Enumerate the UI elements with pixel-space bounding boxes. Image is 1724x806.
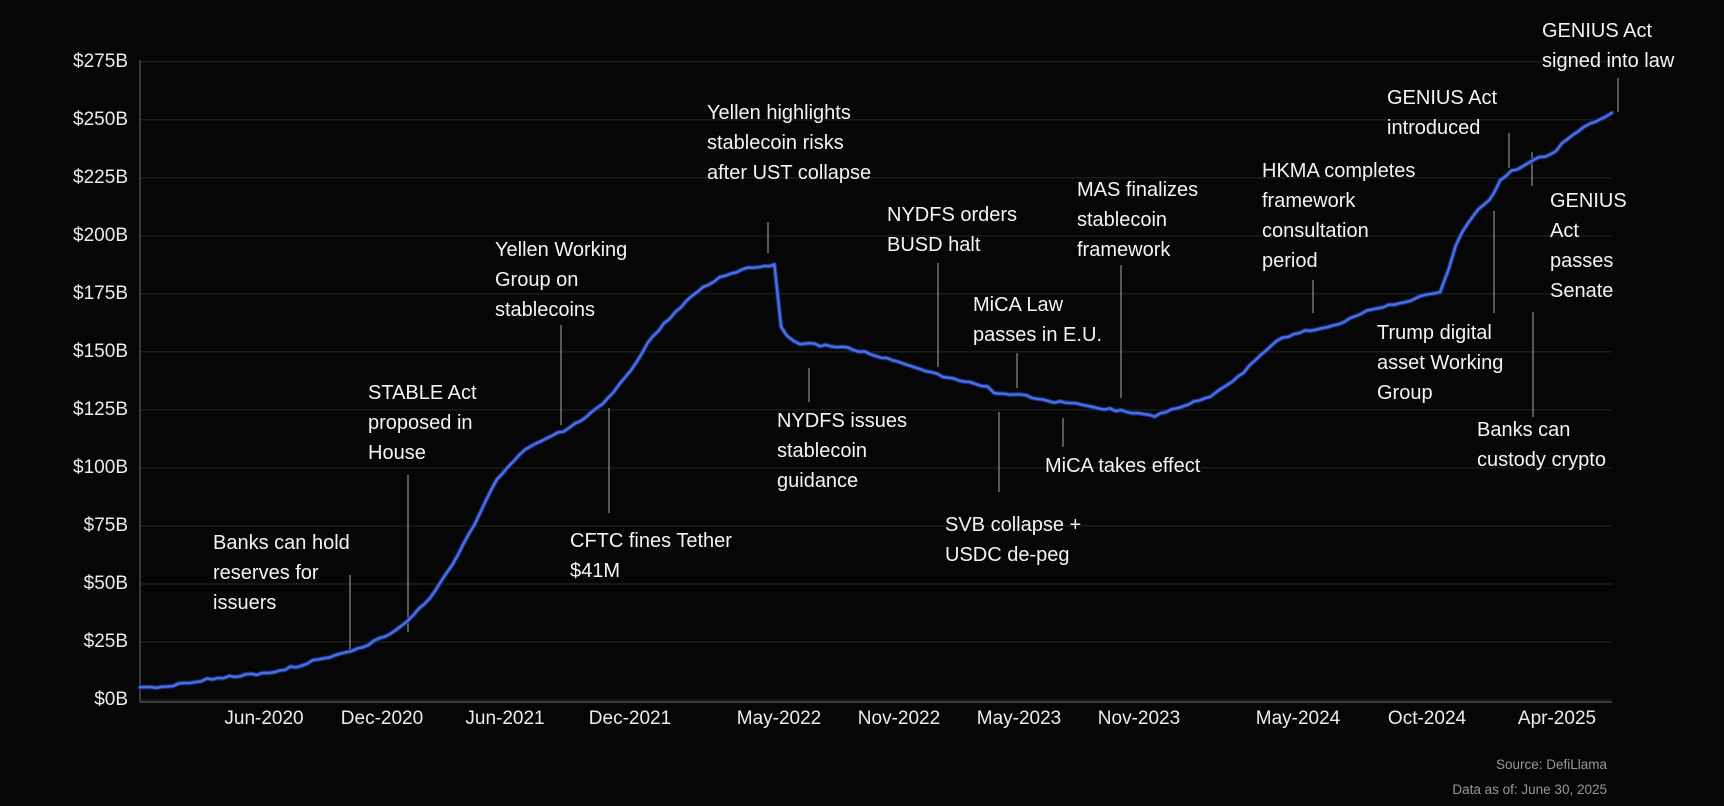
x-tick-label: Nov-2023	[1097, 708, 1181, 729]
axes	[139, 60, 1612, 703]
annotation-text-line: NYDFS orders	[887, 204, 1018, 226]
x-tick-label: Nov-2022	[857, 708, 941, 729]
annotation-yellen-ust-collapse: Yellen highlights stablecoin risks after U…	[707, 98, 871, 188]
annotation-banks-custody-crypto: Banks can custody crypto	[1477, 415, 1606, 475]
annotation-text-line: guidance	[777, 470, 859, 492]
y-tick-label: $50B	[83, 572, 128, 594]
annotation-nydfs-busd-halt: NYDFS orders BUSD halt	[887, 200, 1017, 260]
annotation-text-line: stablecoin risks	[707, 132, 844, 154]
annotation-text-line: stablecoin	[1077, 209, 1168, 231]
annotation-text-line: HKMA completes	[1262, 160, 1416, 182]
annotation-genius-signed: GENIUS Act signed into law	[1542, 16, 1674, 76]
x-tick-label: May-2024	[1255, 708, 1341, 729]
annotation-text-line: Banks can hold	[213, 532, 350, 554]
y-tick-label: $100B	[73, 456, 128, 478]
annotation-yellen-working-group: Yellen Working Group on stablecoins	[495, 235, 627, 325]
y-tick-label: $150B	[73, 340, 128, 362]
y-tick-label: $250B	[73, 108, 128, 130]
y-tick-label: $25B	[83, 630, 128, 652]
annotation-text-line: passes	[1550, 250, 1614, 272]
annotation-text-line: GENIUS Act	[1542, 20, 1653, 42]
as-of-label: Data as of: June 30, 2025	[1452, 782, 1607, 797]
y-tick-label: $225B	[73, 166, 128, 188]
x-tick-label: Oct-2024	[1387, 708, 1467, 729]
annotation-text-line: period	[1262, 250, 1318, 272]
x-tick-label: Dec-2020	[340, 708, 424, 729]
annotation-text-line: BUSD halt	[887, 234, 981, 256]
annotation-text-line: Group on	[495, 269, 579, 291]
annotation-mica-takes-effect: MiCA takes effect	[1045, 451, 1200, 481]
chart-footer: Source: DefiLlama Data as of: June 30, 2…	[1452, 752, 1607, 802]
annotation-text-line: Yellen highlights	[707, 102, 851, 124]
source-label: Source: DefiLlama	[1495, 757, 1607, 772]
annotation-text-line: $41M	[570, 560, 621, 582]
annotation-text-line: USDC de-peg	[945, 544, 1070, 566]
annotation-text-line: GENIUS	[1550, 190, 1627, 212]
annotation-text-line: MiCA Law	[973, 294, 1064, 316]
x-tick-label: Jun-2020	[224, 708, 304, 729]
annotation-text-line: Yellen Working	[495, 239, 628, 261]
annotation-text-line: MiCA takes effect	[1045, 455, 1201, 477]
annotation-text-line: CFTC fines Tether	[570, 530, 732, 552]
annotation-svb-usdc-depeg: SVB collapse + USDC de-peg	[945, 510, 1081, 570]
annotation-text-line: custody crypto	[1477, 449, 1606, 471]
gridlines	[140, 61, 1612, 701]
y-tick-label: $125B	[73, 398, 128, 420]
y-tick-label: $0B	[94, 689, 128, 710]
annotation-text-line: stablecoin	[777, 440, 868, 462]
y-tick-label: $275B	[73, 50, 128, 72]
annotation-text-line: Senate	[1550, 280, 1614, 302]
annotation-text-line: after UST collapse	[707, 162, 872, 184]
annotation-text-line: Group	[1377, 382, 1433, 404]
y-tick-label: $175B	[73, 282, 128, 304]
annotation-text-line: asset Working	[1377, 352, 1504, 374]
annotation-pointer-lines	[349, 78, 1619, 650]
annotation-text-line: passes in E.U.	[973, 324, 1102, 346]
annotation-text-line: Trump digital	[1377, 322, 1492, 344]
x-tick-label: May-2022	[736, 708, 822, 729]
marketcap-line	[137, 110, 1615, 691]
annotation-text-line: consultation	[1262, 220, 1369, 242]
y-tick-label: $200B	[73, 224, 128, 246]
annotation-text-line: MAS finalizes	[1077, 179, 1199, 201]
x-tick-label: Apr-2025	[1517, 708, 1597, 729]
annotation-text-line: issuers	[213, 592, 277, 614]
annotation-cftc-fines-tether: CFTC fines Tether $41M	[570, 526, 732, 586]
x-tick-label: Dec-2021	[588, 708, 672, 729]
annotation-mica-law-passes: MiCA Law passes in E.U.	[973, 290, 1102, 350]
annotation-text-line: NYDFS issues	[777, 410, 908, 432]
annotation-banks-hold-reserves: Banks can hold reserves for issuers	[213, 528, 350, 618]
y-tick-label: $75B	[83, 514, 128, 536]
annotation-text-line: Act	[1550, 220, 1579, 242]
marketcap-line-path	[138, 111, 1614, 689]
annotation-text-line: reserves for	[213, 562, 319, 584]
annotation-hkma-consultation: HKMA completes framework consultation perio…	[1262, 156, 1415, 276]
annotation-text-line: framework	[1077, 239, 1171, 261]
annotation-text-line: SVB collapse +	[945, 514, 1082, 536]
x-tick-label: Jun-2021	[465, 708, 545, 729]
annotation-genius-introduced: GENIUS Act introduced	[1387, 83, 1497, 143]
annotation-genius-passes-senate: GENIUS Act passes Senate	[1550, 186, 1627, 306]
annotation-text-line: introduced	[1387, 117, 1481, 139]
annotation-trump-working-group: Trump digital asset Working Group	[1377, 318, 1503, 408]
annotation-text-line: Banks can	[1477, 419, 1571, 441]
x-tick-label: May-2023	[976, 708, 1062, 729]
annotation-text-line: signed into law	[1542, 50, 1675, 72]
annotation-text-line: framework	[1262, 190, 1356, 212]
annotation-stable-act: STABLE Act proposed in House	[368, 378, 477, 468]
annotation-text-line: House	[368, 442, 426, 464]
annotation-mas-framework: MAS finalizes stablecoin framework	[1077, 175, 1198, 265]
annotation-nydfs-guidance: NYDFS issues stablecoin guidance	[777, 406, 907, 496]
annotation-text-line: proposed in	[368, 412, 473, 434]
annotation-text-line: stablecoins	[495, 299, 596, 321]
annotation-text-line: STABLE Act	[368, 382, 477, 404]
annotation-text-line: GENIUS Act	[1387, 87, 1498, 109]
